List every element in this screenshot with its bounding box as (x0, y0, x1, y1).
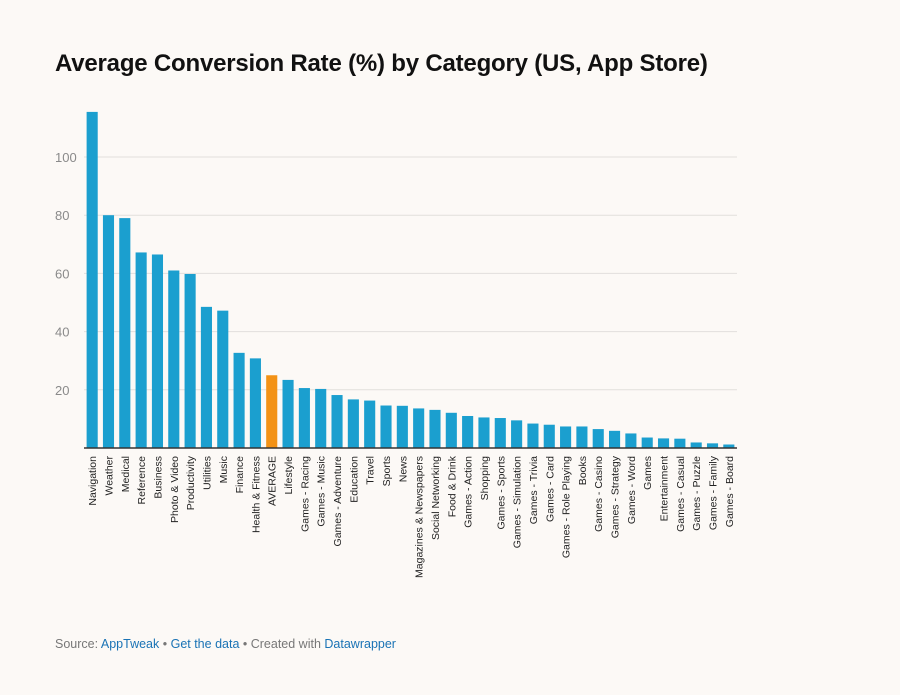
footer-separator: • (159, 637, 171, 651)
x-tick-label: Games - Music (316, 456, 328, 527)
y-tick-label: 60 (55, 266, 69, 281)
y-tick-label: 40 (55, 325, 69, 340)
x-tick-label: Games - Puzzle (691, 456, 703, 531)
bar (135, 252, 147, 448)
y-tick-label: 80 (55, 208, 69, 223)
bar (86, 111, 98, 449)
x-tick-label: News (397, 456, 409, 482)
x-tick-label: Finance (234, 456, 246, 494)
x-tick-label: Games - Role Playing (561, 456, 573, 558)
bar (445, 412, 457, 448)
bar (511, 420, 523, 448)
x-tick-label: Games - Sports (495, 456, 507, 530)
x-tick-label: Lifestyle (283, 456, 295, 495)
x-tick-label: Magazines & Newspapers (414, 456, 426, 578)
footer-separator: • (239, 637, 251, 651)
bar (217, 310, 229, 448)
bar (151, 254, 164, 448)
bar (592, 429, 604, 448)
x-tick-label: Weather (103, 456, 115, 496)
x-tick-label: Games - Adventure (332, 456, 344, 547)
bar (184, 273, 196, 448)
bar (331, 395, 343, 448)
x-tick-label: Reference (136, 456, 148, 505)
x-tick-label: Games - Card (544, 456, 556, 522)
bar (462, 415, 474, 448)
bar (282, 379, 294, 448)
bar (364, 400, 376, 448)
bar (674, 438, 686, 448)
x-tick-label: Food & Drink (446, 455, 458, 517)
x-tick-label: Games (642, 456, 654, 490)
bar (641, 437, 653, 448)
bar (233, 352, 245, 448)
bar (298, 388, 310, 448)
bar (723, 444, 735, 448)
x-tick-label: Games - Board (724, 456, 736, 527)
x-tick-label: Photo & Video (169, 456, 181, 523)
average-bar (266, 375, 278, 448)
x-tick-label: Entertainment (659, 456, 671, 521)
footer: Source: AppTweak • Get the data • Create… (55, 637, 396, 651)
bar (168, 270, 180, 448)
x-tick-label: Navigation (87, 456, 99, 506)
x-tick-label: Games - Casino (593, 456, 605, 532)
bar (200, 306, 212, 448)
x-tick-label: Books (577, 456, 589, 485)
bar (609, 430, 621, 448)
y-tick-label: 100 (55, 150, 77, 165)
x-tick-label: Games - Simulation (512, 456, 524, 548)
source-link[interactable]: AppTweak (100, 637, 160, 651)
x-tick-label: Social Networking (430, 456, 442, 540)
bar (527, 423, 539, 448)
bar (625, 433, 637, 448)
bar (413, 408, 425, 448)
x-tick-label: Travel (365, 456, 377, 485)
bar (347, 399, 359, 448)
x-tick-label: Shopping (479, 456, 491, 501)
x-tick-label: Games - Racing (299, 456, 311, 532)
bar (119, 218, 131, 448)
x-tick-label: Games - Strategy (610, 455, 622, 538)
x-tick-label: Health & Fitness (250, 456, 262, 533)
x-tick-label: Games - Word (626, 456, 638, 524)
x-tick-label: AVERAGE (267, 456, 279, 506)
x-tick-label: Games - Trivia (528, 456, 540, 524)
x-tick-label: Business (152, 456, 164, 499)
x-tick-label: Utilities (201, 456, 213, 490)
x-tick-label: Medical (120, 456, 132, 492)
bar (706, 443, 719, 448)
bar (249, 358, 261, 448)
bar (576, 426, 588, 448)
x-tick-label: Games - Action (463, 456, 475, 528)
chart-title: Average Conversion Rate (%) by Category … (55, 50, 708, 77)
bar-chart: 20 40 60 80 100 Navigation Weather Medical Refer… (55, 111, 737, 578)
datawrapper-link[interactable]: Datawrapper (324, 637, 396, 651)
bar (478, 417, 490, 448)
x-tick-label: Education (348, 456, 360, 503)
x-tick-label: Sports (381, 456, 393, 486)
bar (494, 418, 506, 448)
bar (560, 426, 572, 448)
x-tick-label: Games - Casual (675, 456, 687, 532)
bar (380, 405, 392, 448)
bar (315, 388, 327, 448)
bar (102, 215, 115, 448)
bar (690, 442, 702, 448)
bar (657, 438, 670, 448)
created-with-text: Created with (250, 637, 321, 651)
source-prefix: Source: (55, 637, 99, 651)
bar (429, 409, 441, 448)
bar (396, 405, 408, 448)
y-tick-label: 20 (55, 383, 69, 398)
bar (543, 424, 555, 448)
x-tick-label: Games - Family (708, 455, 720, 530)
x-tick-label: Productivity (185, 455, 197, 510)
get-data-link[interactable]: Get the data (170, 637, 240, 651)
x-tick-label: Music (218, 456, 230, 483)
